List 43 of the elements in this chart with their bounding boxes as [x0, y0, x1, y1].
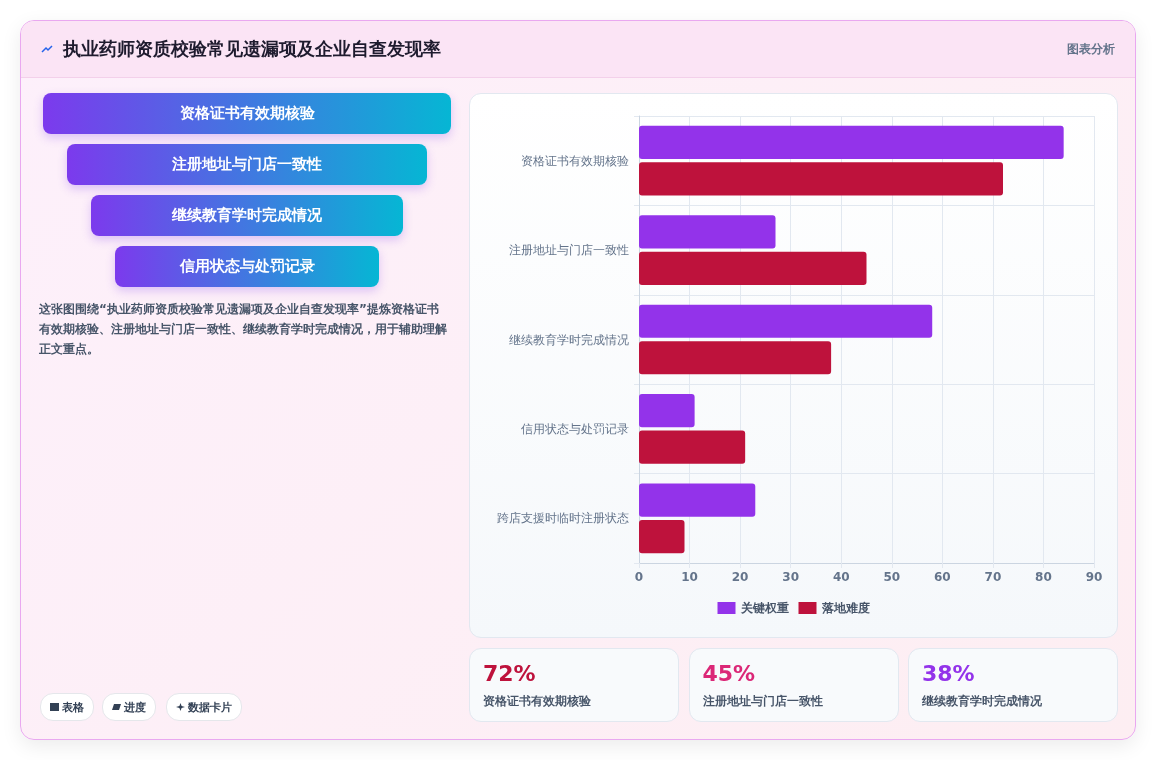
bar — [639, 304, 933, 338]
x-tick-label: 0 — [634, 570, 644, 584]
bar — [639, 162, 1003, 196]
text: 进度 — [102, 693, 156, 721]
x-tick-label: 40 — [832, 570, 850, 584]
text: 继续教育学时完成情况 — [91, 195, 403, 236]
text: 数据卡片 — [166, 693, 242, 721]
bar — [639, 125, 1064, 160]
text: 45% — [702, 661, 756, 686]
text: 注册地址与门店一致性 — [67, 144, 427, 185]
bar — [639, 341, 832, 375]
x-tick-label: 10 — [681, 570, 698, 584]
legend-label: 关键权重 — [739, 601, 789, 615]
x-tick-label: 20 — [731, 570, 749, 584]
bar — [639, 215, 776, 249]
x-tick-label: 30 — [782, 570, 800, 584]
bar — [639, 430, 746, 464]
bar — [639, 394, 695, 428]
y-tick-label: 信用状态与处罚记录 — [521, 421, 629, 436]
text: 继续教育学时完成情况 — [922, 694, 1042, 709]
text: 图表分析 — [1067, 41, 1115, 58]
text: 资格证书有效期核验 — [43, 93, 451, 134]
text: 信用状态与处罚记录 — [115, 246, 379, 287]
text: 38% — [922, 661, 975, 686]
y-tick-label: 继续教育学时完成情况 — [509, 332, 629, 347]
y-tick-label: 注册地址与门店一致性 — [509, 243, 629, 258]
x-tick-label: 50 — [883, 570, 901, 584]
text: 表格 — [40, 693, 94, 721]
bar — [639, 483, 756, 517]
text: 注册地址与门店一致性 — [702, 694, 823, 709]
x-tick-label: 90 — [1085, 570, 1103, 584]
y-tick-label: 跨店支援时临时注册状态 — [497, 511, 629, 526]
x-tick-label: 60 — [933, 570, 951, 584]
text: 这张图围绕“执业药师资质校验常见遗漏项及企业自查发现率”提炼资格证书有效期核验、注册地址与门店一致性、继续教育学时完成情况，用于辅助理解正文重点。 — [39, 301, 448, 358]
bar — [639, 251, 867, 285]
legend-label: 落地难度 — [820, 601, 870, 615]
text: 72% — [483, 661, 536, 686]
text: 资格证书有效期核验 — [483, 694, 591, 709]
x-tick-label: 80 — [1035, 570, 1052, 584]
x-tick-label: 70 — [984, 570, 1002, 584]
y-tick-label: 资格证书有效期核验 — [521, 153, 629, 168]
text: 执业药师资质校验常见遗漏项及企业自查发现率 — [63, 37, 441, 61]
bar — [639, 519, 685, 554]
